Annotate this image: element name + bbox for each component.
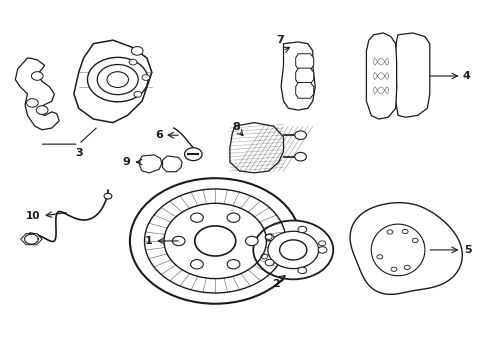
Polygon shape: [162, 156, 182, 172]
Text: 3: 3: [75, 148, 82, 158]
Circle shape: [87, 57, 148, 102]
Circle shape: [297, 226, 306, 233]
Circle shape: [131, 46, 143, 55]
Polygon shape: [15, 58, 59, 130]
Polygon shape: [395, 33, 429, 117]
Polygon shape: [349, 203, 461, 294]
Polygon shape: [295, 54, 313, 69]
Circle shape: [26, 99, 38, 107]
Polygon shape: [295, 82, 313, 98]
Circle shape: [264, 259, 273, 266]
Circle shape: [194, 226, 235, 256]
Circle shape: [97, 64, 138, 95]
Polygon shape: [229, 123, 283, 173]
Circle shape: [31, 72, 43, 80]
Polygon shape: [20, 234, 42, 245]
Circle shape: [264, 234, 273, 240]
Circle shape: [267, 231, 318, 269]
Circle shape: [227, 213, 240, 222]
Circle shape: [134, 91, 142, 97]
Polygon shape: [366, 33, 396, 119]
Circle shape: [104, 193, 112, 199]
Text: 9: 9: [122, 157, 130, 167]
Circle shape: [245, 236, 258, 246]
Circle shape: [107, 72, 128, 87]
Circle shape: [130, 178, 300, 304]
Polygon shape: [295, 68, 313, 84]
Polygon shape: [74, 40, 152, 123]
Circle shape: [318, 247, 326, 253]
Text: 2: 2: [272, 279, 280, 289]
Circle shape: [172, 236, 184, 246]
Text: 5: 5: [463, 245, 470, 255]
Text: 10: 10: [25, 211, 40, 221]
Circle shape: [253, 221, 332, 279]
Polygon shape: [281, 42, 315, 110]
Circle shape: [142, 75, 149, 80]
Circle shape: [279, 240, 306, 260]
Circle shape: [227, 260, 240, 269]
Text: 8: 8: [232, 122, 240, 132]
Circle shape: [36, 106, 48, 114]
Circle shape: [129, 59, 137, 65]
Text: 4: 4: [462, 71, 470, 81]
Circle shape: [190, 213, 203, 222]
Text: 1: 1: [144, 236, 152, 246]
Circle shape: [297, 267, 306, 274]
Circle shape: [184, 148, 202, 161]
Circle shape: [294, 131, 306, 139]
Text: 6: 6: [155, 130, 163, 140]
Circle shape: [190, 260, 203, 269]
Circle shape: [294, 152, 306, 161]
Polygon shape: [140, 155, 161, 173]
Text: 7: 7: [276, 35, 284, 45]
